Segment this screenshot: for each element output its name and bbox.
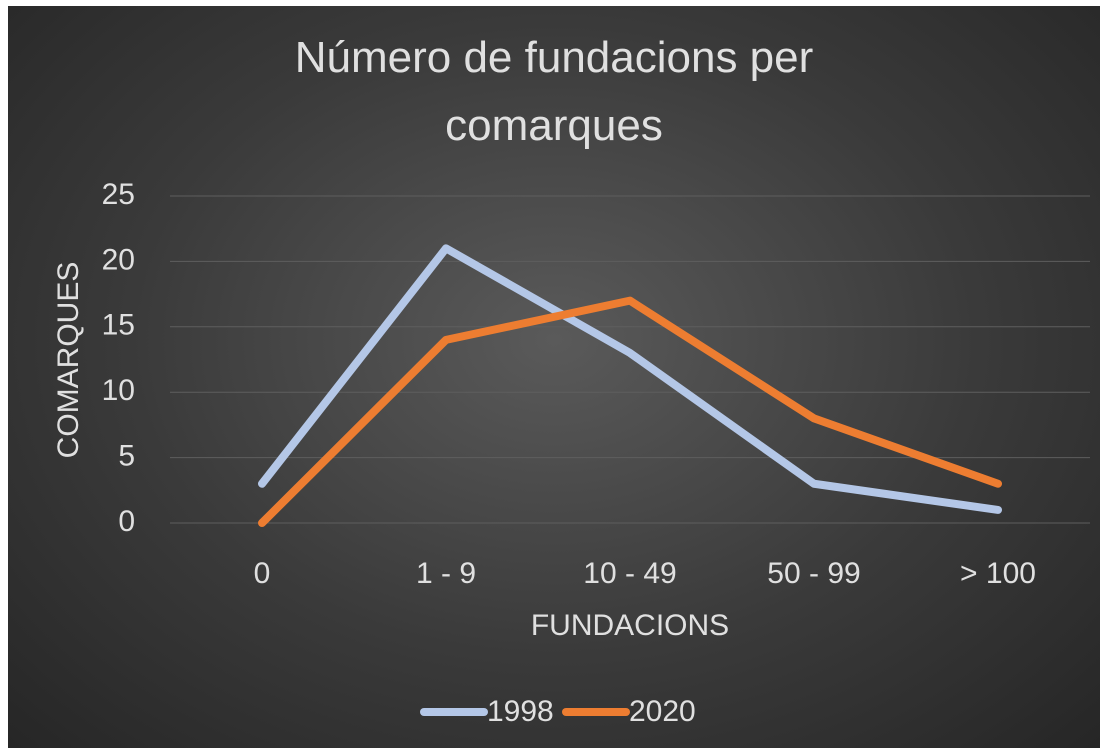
y-tick-label: 5 <box>118 440 135 473</box>
line-series <box>258 296 1002 527</box>
x-tick-label: > 100 <box>960 557 1036 590</box>
x-tick-label: 10 - 49 <box>583 557 676 590</box>
y-axis-title: COMARQUES <box>52 262 85 459</box>
y-tick-label: 20 <box>102 243 135 276</box>
y-tick-label: 0 <box>118 505 135 538</box>
x-tick-label: 0 <box>254 557 271 590</box>
x-axis-title: FUNDACIONS <box>531 609 729 642</box>
legend-label: 2020 <box>629 695 696 728</box>
y-tick-label: 15 <box>102 309 135 342</box>
chart-title: Número de fundacions per comarques <box>294 33 814 150</box>
legend-label: 1998 <box>487 695 554 728</box>
x-tick-label: 50 - 99 <box>767 557 860 590</box>
x-tick-label: 1 - 9 <box>416 557 476 590</box>
y-tick-label: 10 <box>102 374 135 407</box>
chart-background <box>8 6 1100 748</box>
y-tick-label: 25 <box>102 178 135 211</box>
line-series <box>258 244 1002 514</box>
